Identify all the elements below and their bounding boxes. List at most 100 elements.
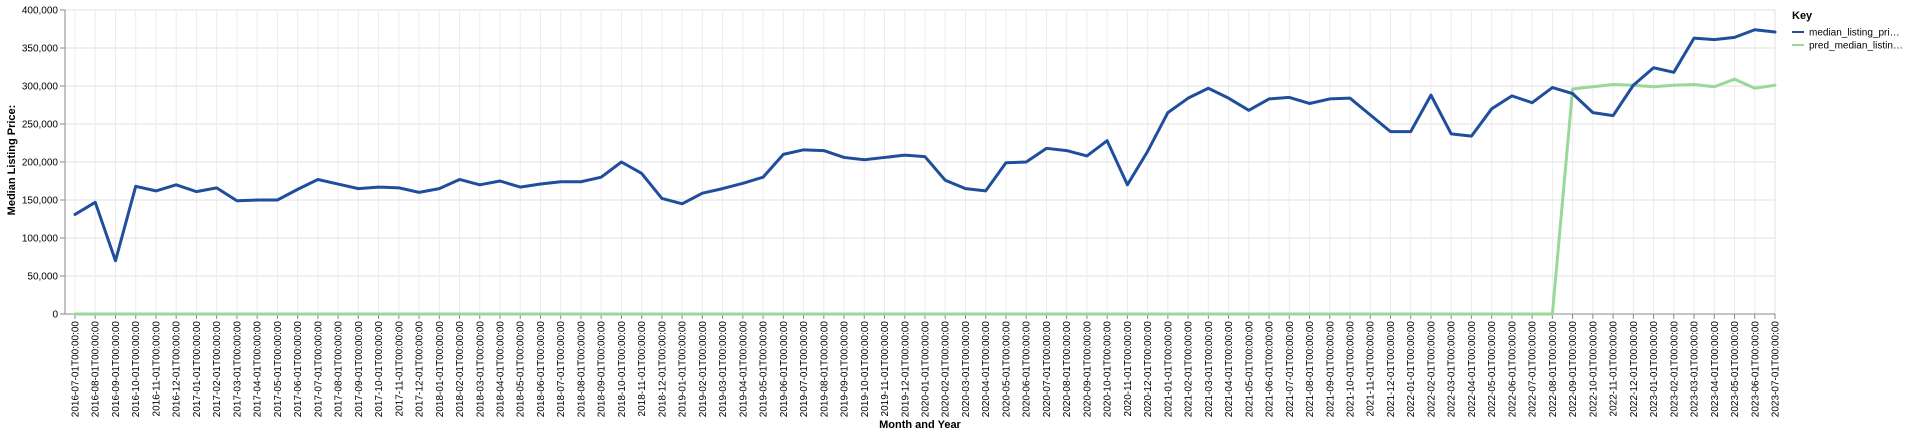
x-tick-label: 2018-06-01T00:00:00 [536,321,547,418]
x-tick-label: 2016-11-01T00:00:00 [151,321,162,417]
x-tick-label: 2020-07-01T00:00:00 [1042,321,1053,418]
y-tick-label: 50,000 [27,272,58,283]
series-line-median-listing-price [73,28,1777,263]
y-tick-label: 100,000 [22,234,59,245]
x-tick-label: 2018-04-01T00:00:00 [496,321,507,418]
series-line-pred-median-listing-price [73,77,1777,316]
x-tick-label: 2017-10-01T00:00:00 [374,321,385,418]
grid-layer [65,9,1776,315]
x-tick-label: 2020-10-01T00:00:00 [1103,321,1114,418]
x-tick-label: 2023-06-01T00:00:00 [1750,321,1761,418]
x-tick-label: 2022-04-01T00:00:00 [1467,321,1478,418]
x-tick-label: 2023-05-01T00:00:00 [1730,321,1741,418]
x-tick-label: 2021-12-01T00:00:00 [1386,321,1397,418]
x-tick-label: 2019-02-01T00:00:00 [698,321,709,418]
x-tick-label: 2023-04-01T00:00:00 [1710,321,1721,418]
x-tick-label: 2017-09-01T00:00:00 [354,321,365,418]
x-tick-label: 2022-12-01T00:00:00 [1629,321,1640,418]
x-tick-label: 2017-04-01T00:00:00 [253,321,264,418]
x-tick-label: 2017-02-01T00:00:00 [212,321,223,418]
y-tick-label: 350,000 [22,44,59,55]
x-tick-label: 2017-11-01T00:00:00 [394,321,405,417]
axis-layer: 0 50,000 100,000 150,000 200,000 250,000 300,0… [22,6,1782,418]
x-tick-label: 2021-04-01T00:00:00 [1224,321,1235,418]
x-tick-label: 2018-09-01T00:00:00 [597,321,608,418]
x-tick-label: 2019-01-01T00:00:00 [678,321,689,418]
x-tick-label: 2019-08-01T00:00:00 [819,321,830,418]
legend-items: median_listing_pri… pred_median_listin… [1792,28,1903,52]
x-tick-label: 2020-06-01T00:00:00 [1022,321,1033,418]
x-tick-label: 2017-08-01T00:00:00 [334,321,345,418]
x-tick-label: 2016-07-01T00:00:00 [71,321,82,418]
x-tick-label: 2021-09-01T00:00:00 [1325,321,1336,418]
x-tick-label: 2017-06-01T00:00:00 [293,321,304,418]
x-tick-label: 2016-08-01T00:00:00 [91,321,102,418]
x-tick-label: 2017-12-01T00:00:00 [415,321,426,418]
x-tick-label: 2020-05-01T00:00:00 [1001,321,1012,418]
x-tick-label: 2018-11-01T00:00:00 [637,321,648,417]
y-tick-label: 400,000 [22,6,59,17]
x-tick-label: 2020-12-01T00:00:00 [1143,321,1154,418]
x-tick-label: 2018-10-01T00:00:00 [617,321,628,418]
x-tick-label: 2020-04-01T00:00:00 [981,321,992,418]
y-axis-title: Median Listing Price: [6,105,18,216]
x-tick-label: 2016-12-01T00:00:00 [172,321,183,418]
x-axis-title: Month and Year [879,419,961,431]
x-tick-label: 2022-06-01T00:00:00 [1507,321,1518,418]
x-tick-label: 2019-05-01T00:00:00 [759,321,770,418]
x-tick-label: 2020-02-01T00:00:00 [941,321,952,418]
x-tick-label: 2021-05-01T00:00:00 [1244,321,1255,418]
x-tick-label: 2017-01-01T00:00:00 [192,321,203,418]
x-tick-label: 2019-07-01T00:00:00 [799,321,810,418]
x-tick-label: 2021-08-01T00:00:00 [1305,321,1316,418]
x-tick-label: 2017-03-01T00:00:00 [232,321,243,418]
y-tick-label: 200,000 [22,158,59,169]
x-tick-label: 2019-12-01T00:00:00 [900,321,911,418]
x-tick-label: 2022-01-01T00:00:00 [1406,321,1417,418]
legend-label: median_listing_pri… [1809,28,1900,39]
x-tick-label: 2017-05-01T00:00:00 [273,321,284,418]
x-tick-label: 2016-09-01T00:00:00 [111,321,122,418]
x-tick-label: 2022-05-01T00:00:00 [1487,321,1498,418]
x-tick-label: 2018-03-01T00:00:00 [475,321,486,418]
legend-title: Key [1792,10,1813,22]
x-tick-label: 2018-05-01T00:00:00 [516,321,527,418]
x-tick-label: 2023-07-01T00:00:00 [1771,321,1782,418]
x-tick-label: 2018-08-01T00:00:00 [576,321,587,418]
y-tick-label: 150,000 [22,196,59,207]
x-tick-label: 2020-11-01T00:00:00 [1123,321,1134,417]
x-tick-label: 2021-10-01T00:00:00 [1346,321,1357,418]
x-tick-label: 2022-07-01T00:00:00 [1528,321,1539,418]
y-tick-label: 300,000 [22,82,59,93]
x-tick-label: 2022-08-01T00:00:00 [1548,321,1559,418]
x-tick-label: 2016-10-01T00:00:00 [131,321,142,418]
x-tick-label: 2021-06-01T00:00:00 [1265,321,1276,418]
x-tick-label: 2020-09-01T00:00:00 [1082,321,1093,418]
x-tick-label: 2021-03-01T00:00:00 [1204,321,1215,418]
x-tick-label: 2022-02-01T00:00:00 [1426,321,1437,418]
x-tick-label: 2022-11-01T00:00:00 [1609,321,1620,417]
x-tick-label: 2019-10-01T00:00:00 [860,321,871,418]
x-tick-label: 2020-03-01T00:00:00 [961,321,972,418]
x-tick-label: 2021-02-01T00:00:00 [1184,321,1195,418]
x-tick-label: 2021-01-01T00:00:00 [1163,321,1174,418]
legend-label: pred_median_listin… [1809,41,1903,52]
x-tick-label: 2019-06-01T00:00:00 [779,321,790,418]
x-tick-label: 2021-11-01T00:00:00 [1366,321,1377,417]
x-tick-label: 2018-12-01T00:00:00 [657,321,668,418]
x-tick-label: 2023-01-01T00:00:00 [1649,321,1660,418]
y-tick-label: 0 [52,310,58,321]
x-tick-label: 2023-02-01T00:00:00 [1669,321,1680,418]
x-tick-label: 2018-01-01T00:00:00 [435,321,446,418]
x-tick-label: 2020-01-01T00:00:00 [921,321,932,418]
x-tick-label: 2021-07-01T00:00:00 [1285,321,1296,418]
x-tick-label: 2022-09-01T00:00:00 [1568,321,1579,418]
x-tick-label: 2018-02-01T00:00:00 [455,321,466,418]
x-tick-label: 2023-03-01T00:00:00 [1690,321,1701,418]
series-layer [73,28,1777,316]
x-tick-label: 2020-08-01T00:00:00 [1062,321,1073,418]
x-tick-label: 2019-04-01T00:00:00 [738,321,749,418]
x-tick-label: 2018-07-01T00:00:00 [556,321,567,418]
x-tick-label: 2019-09-01T00:00:00 [840,321,851,418]
